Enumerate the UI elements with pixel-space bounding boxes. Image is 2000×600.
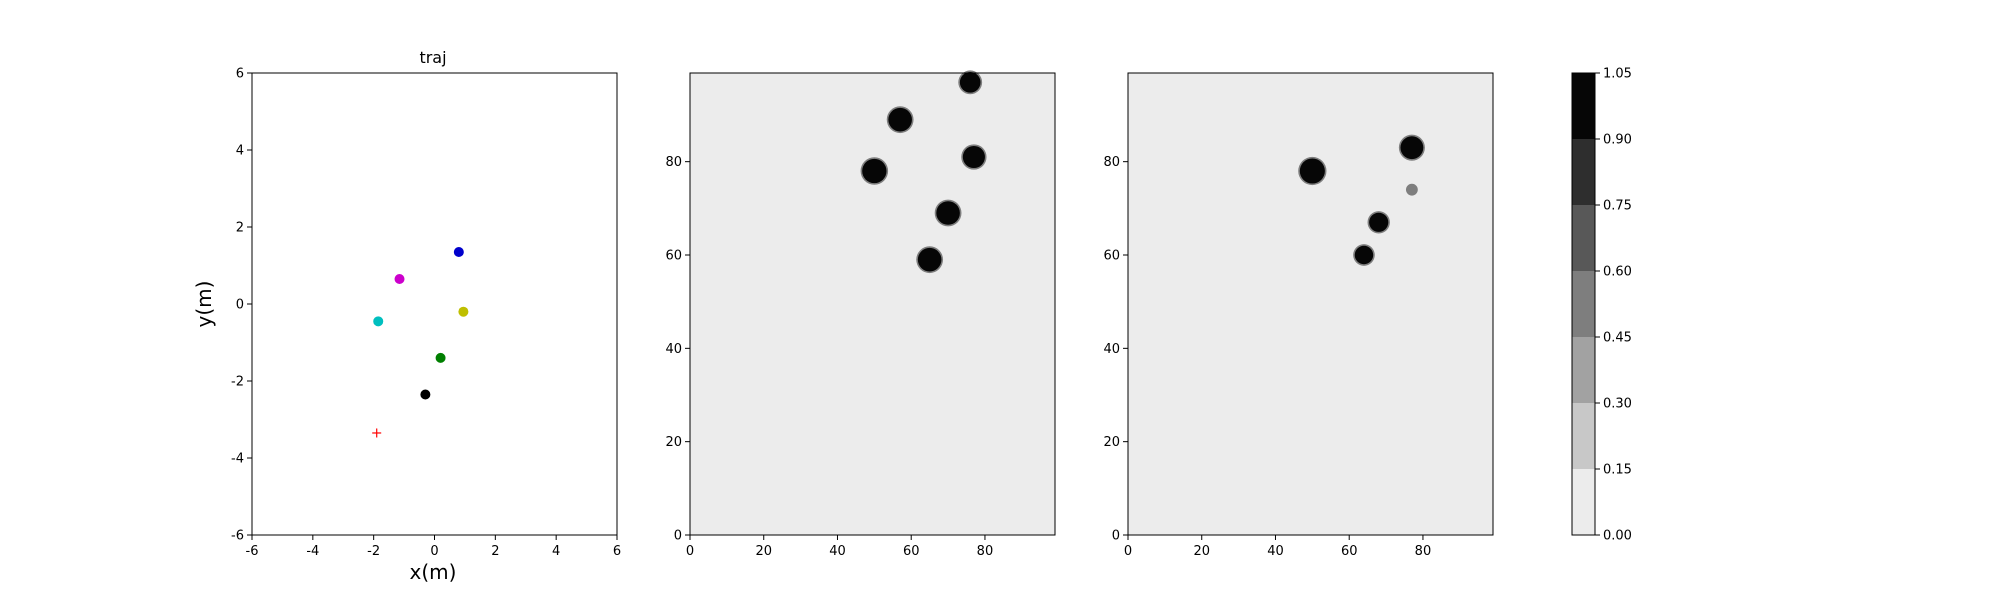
colorbar-band-0 [1572,469,1595,535]
heatmap-2-axes: 0 20 40 60 80 0 20 40 60 80 [1103,72,1494,559]
heatmap-1-axes: 0 20 40 60 80 0 20 40 60 80 [665,72,1056,559]
p0-ytick-label: 6 [236,67,244,82]
p1-xtick-label: 20 [755,544,772,559]
p0-ytick-label: 2 [236,221,244,236]
heatmap-panel-1: 0 20 40 60 80 0 20 40 60 80 [665,70,1056,559]
p0-ytick-label: -6 [231,529,244,544]
occupancy-blob-2 [1405,183,1418,196]
p1-xtick-label: 60 [903,544,920,559]
trajectory-point-4 [435,352,446,363]
p2-xtick-label: 40 [1267,544,1284,559]
p1-xtick-label: 40 [829,544,846,559]
p0-xtick-label: 0 [430,544,438,559]
colorbar-tick-label: 0.75 [1603,199,1632,214]
p0-ytick-label: -4 [231,452,244,467]
p0-xtick-label: 4 [552,544,560,559]
traj-panel: traj -6 -4 -2 0 2 4 6 -6 -4 -2 0 2 4 6 x(m) y(m) [192,48,621,584]
occupancy-blob-3 [1369,212,1389,232]
colorbar-band-4 [1572,205,1595,271]
p1-xtick-label: 80 [977,544,994,559]
colorbar-tick-label: 0.30 [1603,397,1632,412]
trajectory-point-5 [420,389,431,400]
p0-ytick-label: -2 [231,375,244,390]
p0-xtick-label: 2 [491,544,499,559]
p2-frame [1127,72,1494,536]
colorbar-tick-label: 0.45 [1603,331,1632,346]
traj-title: traj [419,48,446,67]
p0-ytick-label: 4 [236,144,244,159]
heatmap-background [690,73,1055,535]
occupancy-blob-2 [862,158,887,184]
p0-xtick-label: 6 [613,544,621,559]
occupancy-blob-1 [888,107,912,132]
traj-axes: -6 -4 -2 0 2 4 6 -6 -4 -2 0 2 4 6 [231,67,621,560]
traj-markers [372,247,469,438]
p2-ytick-label: 40 [1103,342,1120,357]
p1-xtick-label: 0 [686,544,694,559]
colorbar-band-5 [1572,139,1595,205]
occupancy-blob-4 [1354,245,1374,265]
p2-xtick-label: 60 [1341,544,1358,559]
heatmap-1-field [690,70,1055,535]
trajectory-point-0 [453,247,464,258]
p2-xtick-label: 80 [1415,544,1432,559]
p1-ytick-label: 40 [665,342,682,357]
occupancy-blob-1 [1400,136,1424,160]
p1-ytick-label: 20 [665,435,682,450]
p2-ytick-label: 80 [1103,155,1120,170]
heatmap-background [1128,73,1493,535]
heatmap-2-field [1128,73,1493,535]
p2-ytick-label: 20 [1103,435,1120,450]
occupancy-blob-5 [917,247,942,272]
red-plus-marker [372,428,382,438]
occupancy-blob-0 [959,72,981,93]
p0-xtick-label: -2 [367,544,380,559]
p1-ytick-label: 0 [674,529,682,544]
p1-ytick-label: 80 [665,155,682,170]
trajectory-point-2 [373,316,384,327]
colorbar-band-6 [1572,73,1595,139]
p2-xtick-label: 0 [1124,544,1132,559]
trajectory-point-3 [458,306,469,317]
p1-frame [689,72,1056,536]
colorbar-tick-label: 0.00 [1603,529,1632,544]
colorbar-tick-label: 1.05 [1603,67,1632,82]
colorbar-tick-label: 0.15 [1603,463,1632,478]
p0-frame [251,72,618,536]
colorbar-band-1 [1572,403,1595,469]
occupancy-blob-0 [1299,158,1325,184]
p0-xtick-label: -6 [246,544,259,559]
x-axis-title: x(m) [410,560,457,584]
p2-xtick-label: 20 [1193,544,1210,559]
y-axis-title: y(m) [192,281,216,328]
trajectory-point-1 [394,273,405,284]
occupancy-blob-4 [936,201,960,225]
p1-ytick-label: 60 [665,249,682,264]
colorbar-tick-label: 0.60 [1603,265,1632,280]
p0-ytick-label: 0 [236,298,244,313]
colorbar-band-3 [1572,271,1595,337]
colorbar-frame [1571,72,1596,536]
p2-ytick-label: 0 [1112,529,1120,544]
colorbar-tick-label: 0.90 [1603,133,1632,148]
heatmap-panel-2: 0 20 40 60 80 0 20 40 60 80 [1103,72,1494,559]
p0-xtick-label: -4 [306,544,319,559]
colorbar: 0.00 0.15 0.30 0.45 0.60 0.75 0.90 1.05 [1571,67,1632,544]
colorbar-band-2 [1572,337,1595,403]
occupancy-blob-3 [962,145,985,169]
p2-ytick-label: 60 [1103,249,1120,264]
